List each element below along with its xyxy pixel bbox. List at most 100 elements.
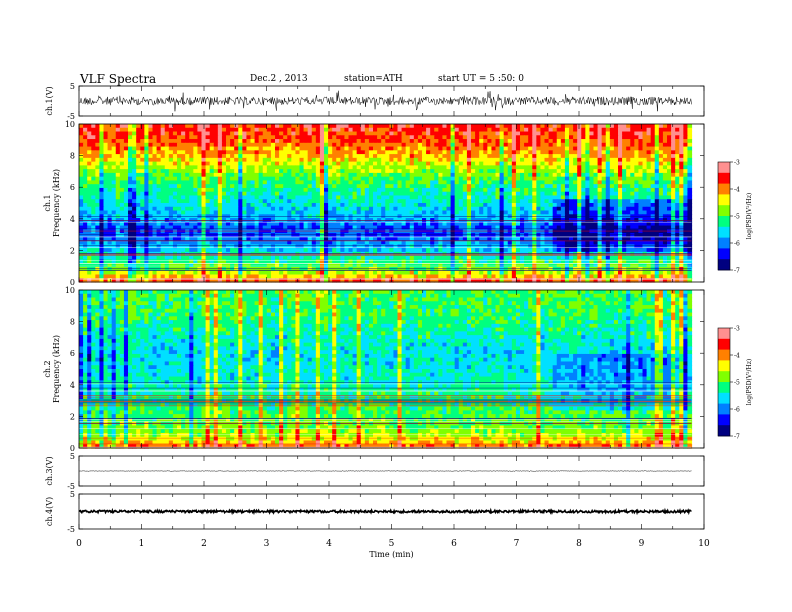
spectrogram-cell — [348, 244, 354, 249]
spectrogram-cell — [230, 161, 235, 166]
spectrogram-cell — [442, 131, 448, 136]
spectrogram-cell — [618, 240, 623, 245]
spectrogram-cell — [532, 206, 537, 212]
spectrogram-cell — [397, 229, 403, 234]
spectrogram-cell — [307, 146, 313, 151]
spectrogram-cell — [446, 206, 452, 212]
spectrogram-cell — [299, 127, 305, 133]
spectrogram-cell — [499, 203, 505, 208]
spectrogram-cell — [185, 233, 190, 238]
spectrogram-cell — [471, 236, 476, 242]
spectrogram-cell — [164, 131, 170, 136]
spectrogram-cell — [462, 187, 468, 193]
spectrogram-cell — [532, 172, 537, 178]
spectrogram-cell — [458, 187, 464, 193]
spectrogram-cell — [446, 184, 452, 189]
spectrogram-cell — [454, 176, 460, 182]
spectrogram-cell — [520, 124, 525, 129]
spectrogram-cell — [528, 199, 533, 204]
spectrogram-cell — [564, 169, 570, 174]
spectrogram-cell — [515, 236, 521, 242]
spectrogram-cell — [593, 127, 599, 133]
spectrogram-cell — [430, 142, 435, 148]
spectrogram-cell — [279, 221, 284, 227]
spectrogram-cell — [675, 172, 680, 178]
spectrogram-cell — [172, 184, 178, 189]
spectrogram-cell — [466, 203, 472, 208]
spectrogram-cell — [679, 142, 684, 148]
spectrogram-cell — [597, 187, 603, 193]
spectrogram-cell — [103, 229, 109, 234]
spectrogram-cell — [675, 229, 680, 234]
spectrogram-cell — [242, 172, 248, 178]
spectrogram-cell — [417, 139, 423, 144]
spectrogram-cell — [642, 195, 648, 200]
spectrogram-cell — [95, 165, 101, 170]
spectrogram-cell — [389, 195, 395, 200]
spectrogram-cell — [344, 221, 350, 227]
spectrogram-cell — [234, 124, 239, 129]
spectrogram-cell — [160, 142, 166, 148]
spectrogram-cell — [589, 191, 595, 197]
spectrogram-cell — [185, 221, 190, 227]
spectrogram-cell — [348, 131, 354, 136]
spectrogram-cell — [540, 135, 546, 140]
spectrogram-cell — [307, 187, 313, 193]
spectrogram-cell — [634, 146, 640, 151]
spectrogram-cell — [471, 199, 476, 204]
spectrogram-cell — [552, 233, 558, 238]
spectrogram-cell — [409, 240, 415, 245]
spectrogram-cell — [275, 150, 280, 155]
spectrogram-cell — [601, 135, 607, 140]
spectrogram-cell — [373, 161, 378, 166]
spectrogram-cell — [654, 150, 660, 155]
spectrogram-cell — [622, 199, 627, 204]
spectrogram-cell — [103, 233, 109, 238]
spectrogram-cell — [507, 161, 513, 166]
spectrogram-cell — [528, 124, 533, 129]
spectrogram-cell — [283, 221, 288, 227]
spectrogram-cell — [177, 244, 182, 249]
spectrogram-cell — [164, 180, 170, 185]
spectrogram-cell — [107, 195, 113, 200]
spectrogram-cell — [573, 199, 578, 204]
spectrogram-cell — [499, 154, 505, 159]
spectrogram-cell — [450, 191, 456, 197]
spectrogram-cell — [258, 172, 264, 178]
spectrogram-cell — [487, 195, 493, 200]
spectrogram-cell — [377, 169, 382, 174]
spectrogram-cell — [491, 191, 497, 197]
spectrogram-cell — [128, 229, 133, 234]
spectrogram-cell — [103, 184, 109, 189]
spectrogram-cell — [556, 206, 562, 212]
spectrogram-cell — [311, 210, 317, 215]
spectrogram-cell — [499, 150, 505, 155]
spectrogram-cell — [287, 139, 292, 144]
spectrogram-cell — [573, 187, 578, 193]
spectrogram-cell — [79, 172, 84, 178]
spectrogram-cell — [275, 221, 280, 227]
spectrogram-cell — [442, 127, 448, 133]
spectrogram-cell — [87, 131, 92, 136]
spectrogram-cell — [299, 236, 305, 242]
spectrogram-cell — [79, 195, 84, 200]
spectrogram-cell — [626, 165, 631, 170]
spectrogram-cell — [605, 169, 611, 174]
spectrogram-cell — [662, 210, 668, 215]
spectrogram-cell — [234, 127, 239, 133]
spectrogram-cell — [373, 154, 378, 159]
spectrogram-cell — [495, 169, 501, 174]
spectrogram-cell — [352, 139, 358, 144]
spectrogram-cell — [381, 131, 386, 136]
spectrogram-cell — [221, 154, 227, 159]
spectrogram-cell — [511, 195, 517, 200]
spectrogram-cell — [226, 210, 231, 215]
spectrogram-cell — [307, 161, 313, 166]
spectrogram-cell — [275, 180, 280, 185]
spectrogram-cell — [209, 203, 215, 208]
spectrogram-cell — [352, 142, 358, 148]
spectrogram-cell — [434, 191, 439, 197]
spectrogram-cell — [638, 161, 644, 166]
spectrogram-cell — [658, 142, 664, 148]
spectrogram-cell — [324, 203, 329, 208]
